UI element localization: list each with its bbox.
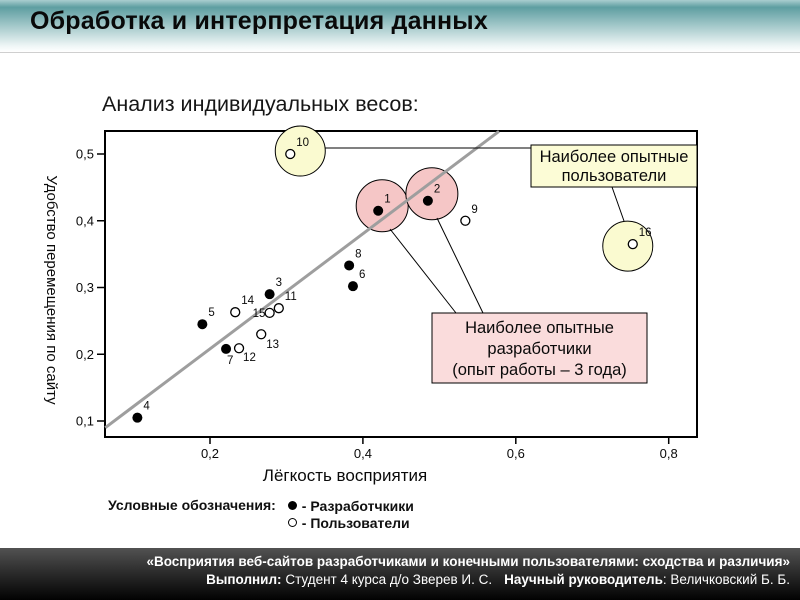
annotation-text-devs-3: (опыт работы – 3 года) — [452, 361, 627, 379]
callout-line-2 — [611, 186, 625, 222]
annotation-box-users — [530, 144, 698, 188]
data-point-5 — [197, 319, 208, 330]
point-label-13: 13 — [266, 339, 279, 351]
data-point-9 — [460, 215, 471, 226]
footer-advisor-label: Научный руководитель — [504, 572, 663, 587]
x-tick-label: 0,4 — [354, 446, 372, 461]
x-tick-label: 0,8 — [660, 446, 678, 461]
x-axis-title: Лёгкость восприятия — [263, 466, 427, 485]
point-label-15: 15 — [253, 308, 266, 320]
slide-title: Обработка и интерпретация данных — [30, 7, 488, 35]
point-label-11: 11 — [285, 291, 297, 303]
point-label-4: 4 — [143, 401, 150, 413]
callout-line-3 — [389, 228, 457, 314]
point-label-2: 2 — [434, 184, 440, 196]
data-point-4 — [132, 412, 143, 423]
highlight-circle-2 — [405, 167, 459, 221]
chart-legend: Условные обозначения: - Разработчкики - … — [108, 497, 414, 531]
footer-advisor-text: : Величковский Б. Б. — [662, 572, 790, 587]
legend-item-label: - Разработчкики — [301, 497, 414, 514]
data-point-10 — [285, 148, 296, 160]
data-point-14 — [230, 307, 241, 318]
point-label-14: 14 — [241, 295, 254, 307]
annotation-text-users-2: пользователи — [562, 167, 667, 185]
data-point-2 — [422, 195, 433, 206]
point-label-7: 7 — [227, 355, 233, 367]
footer-author-text: Студент 4 курса д/о Зверев И. С. — [281, 572, 493, 587]
point-label-5: 5 — [208, 307, 214, 319]
point-label-16: 16 — [639, 227, 652, 239]
legend-title: Условные обозначения: — [108, 497, 276, 513]
footer-author-label: Выполнил: — [206, 572, 282, 587]
legend-items: - Разработчкики - Пользователи — [287, 497, 414, 531]
data-point-6 — [347, 281, 358, 292]
data-point-7 — [221, 343, 232, 354]
annotation-text-devs-2: разработчики — [487, 340, 591, 358]
chart-subtitle: Анализ индивидуальных весов: — [102, 92, 419, 116]
data-point-3 — [264, 289, 275, 300]
legend-item-users: - Пользователи — [287, 514, 414, 531]
footer-credits: Выполнил: Студент 4 курса д/о Зверев И. … — [0, 572, 790, 587]
filled-circle-icon — [287, 501, 297, 510]
highlight-circle-1 — [355, 179, 409, 233]
data-point-1 — [373, 205, 384, 216]
slide-title-bar: Обработка и интерпретация данных — [0, 0, 800, 53]
data-point-13 — [256, 329, 267, 340]
annotation-text-devs-1: Наиболее опытные — [465, 319, 614, 337]
annotation-box-devs — [431, 312, 648, 384]
data-point-12 — [233, 343, 245, 354]
open-circle-icon — [287, 518, 297, 527]
callout-line-4 — [436, 217, 484, 314]
footer-thesis-title: «Восприятия веб-сайтов разработчиками и … — [146, 554, 790, 569]
x-tick-label: 0,6 — [507, 446, 525, 461]
point-label-1: 1 — [384, 194, 390, 206]
point-label-8: 8 — [355, 248, 361, 260]
point-label-10: 10 — [296, 137, 309, 149]
data-point-15 — [264, 307, 275, 319]
x-tick-label: 0,2 — [201, 446, 219, 461]
point-label-12: 12 — [243, 352, 256, 364]
data-point-11 — [273, 303, 284, 314]
highlight-circle-10 — [274, 125, 326, 177]
point-label-9: 9 — [471, 204, 477, 216]
point-label-6: 6 — [359, 269, 365, 281]
data-point-8 — [344, 260, 355, 271]
annotation-text-users-1: Наиболее опытные — [540, 148, 689, 166]
reference-line — [104, 130, 500, 429]
y-tick-label: 0,1 — [76, 414, 94, 429]
y-tick-label: 0,5 — [76, 147, 94, 162]
legend-item-developers: - Разработчкики — [287, 497, 414, 514]
data-point-16 — [627, 238, 638, 250]
y-tick-label: 0,3 — [76, 280, 94, 295]
point-label-3: 3 — [276, 277, 282, 289]
y-tick-label: 0,2 — [76, 347, 94, 362]
highlight-circle-16 — [602, 220, 654, 272]
y-axis-title: Удобство перемещения по сайту — [43, 175, 60, 405]
y-tick-label: 0,4 — [76, 213, 94, 228]
footer: «Восприятия веб-сайтов разработчиками и … — [0, 548, 800, 600]
legend-item-label: - Пользователи — [301, 514, 410, 531]
